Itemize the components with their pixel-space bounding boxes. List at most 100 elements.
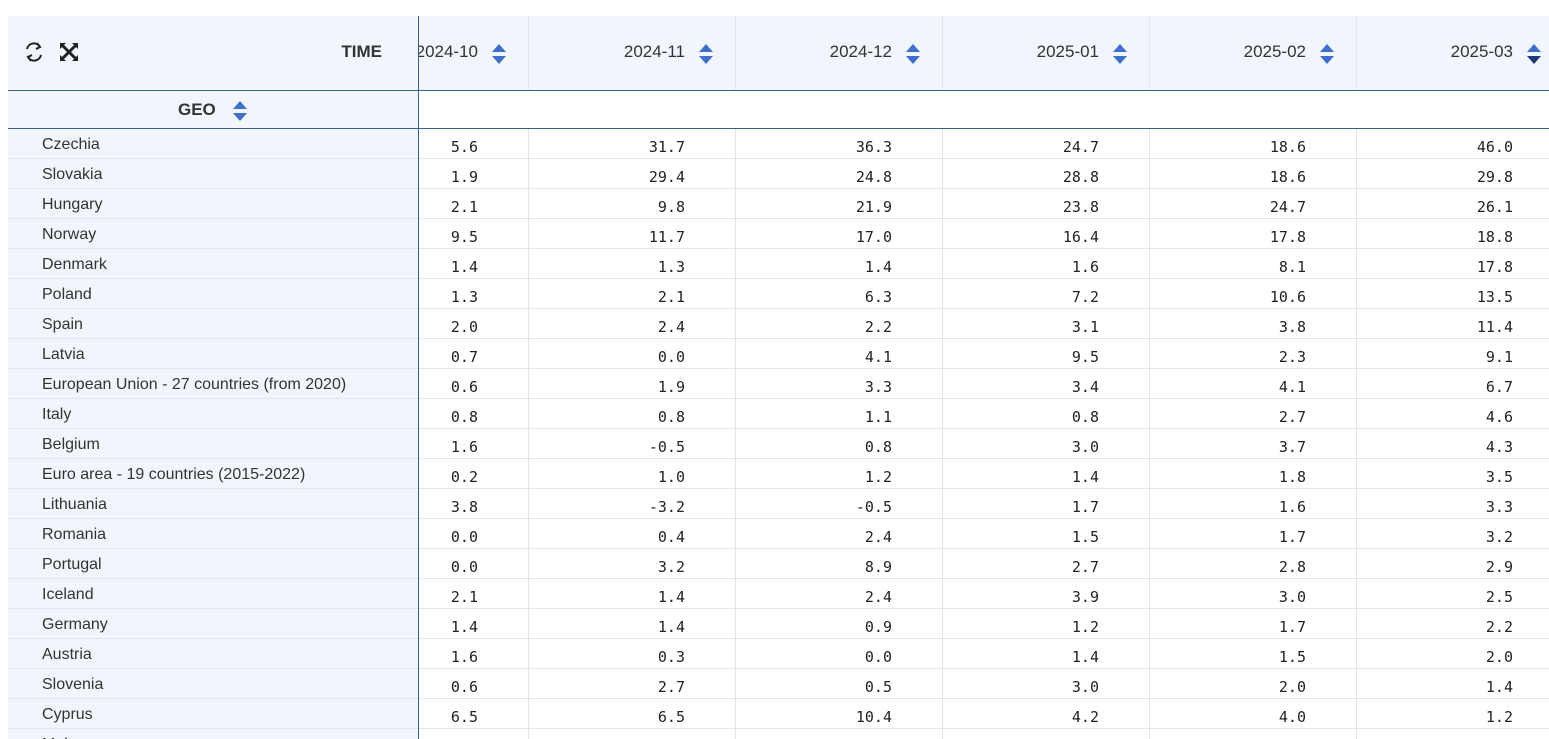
value-cell: 1.4 bbox=[529, 579, 736, 609]
cell-value: 8.1 bbox=[1278, 258, 1306, 276]
value-cell: 1.7 bbox=[1150, 609, 1357, 639]
value-cell: 3.9 bbox=[943, 579, 1150, 609]
value-cell: 3.8 bbox=[1150, 309, 1357, 339]
row-header-cell: Poland bbox=[8, 279, 418, 309]
value-cell: 6.5 bbox=[529, 699, 736, 729]
header-corner: TIME bbox=[8, 16, 418, 90]
row-header-cell: Slovakia bbox=[8, 159, 418, 189]
cell-value: -0.5 bbox=[648, 438, 685, 456]
table-row: Latvia 0.7 0.0 4.1 9.5 2.3 9.1 bbox=[8, 339, 1549, 369]
row-header-cell: Norway bbox=[8, 219, 418, 249]
row-header-cell: Czechia bbox=[8, 129, 418, 159]
table-row: Norway 9.5 11.7 17.0 16.4 17.8 18.8 bbox=[8, 219, 1549, 249]
row-values: 0.6 1.9 3.3 3.4 4.1 6.7 bbox=[418, 369, 1549, 399]
cell-value: 1.4 bbox=[1485, 678, 1513, 696]
sort-icon[interactable] bbox=[1526, 43, 1542, 65]
cell-value: 3.0 bbox=[1278, 588, 1306, 606]
row-values: 1.6 -0.5 0.8 3.0 3.7 4.3 bbox=[418, 429, 1549, 459]
cell-value: 4.1 bbox=[1278, 378, 1306, 396]
row-header-cell: Austria bbox=[8, 639, 418, 669]
value-cell: 3.2 bbox=[1357, 519, 1549, 549]
value-cell: 2.9 bbox=[1357, 549, 1549, 579]
value-cell: 0.6 bbox=[418, 369, 529, 399]
cell-value: 29.4 bbox=[648, 168, 685, 186]
geo-sort-icon[interactable] bbox=[232, 100, 248, 122]
row-values: 0.8 0.8 1.1 0.8 2.7 4.6 bbox=[418, 399, 1549, 429]
column-header-2025-03: 2025-03 bbox=[1357, 16, 1549, 90]
table-row: Iceland 2.1 1.4 2.4 3.9 3.0 2.5 bbox=[8, 579, 1549, 609]
cell-value: 2.4 bbox=[864, 528, 892, 546]
value-cell: 7.2 bbox=[943, 279, 1150, 309]
table-body: Czechia 5.6 31.7 36.3 24.7 18.6 46.0 Slovakia 1.… bbox=[8, 129, 1549, 739]
value-cell: 2.4 bbox=[736, 579, 943, 609]
cell-value: 0.6 bbox=[450, 378, 478, 396]
cell-value: 1.6 bbox=[1071, 258, 1099, 276]
value-cell: 0.5 bbox=[736, 669, 943, 699]
value-cell: 11.7 bbox=[529, 219, 736, 249]
geo-name: Lithuania bbox=[42, 496, 107, 513]
geo-header-row: GEO bbox=[8, 91, 1549, 129]
cell-value: 0.0 bbox=[450, 528, 478, 546]
value-cell: 21.9 bbox=[736, 189, 943, 219]
value-cell: 18.6 bbox=[1150, 129, 1357, 159]
value-cell: 0.8 bbox=[943, 399, 1150, 429]
sort-icon[interactable] bbox=[1112, 43, 1128, 65]
cell-value: 1.4 bbox=[657, 588, 685, 606]
refresh-icon[interactable] bbox=[22, 40, 46, 64]
value-cell: 4.2 bbox=[943, 699, 1150, 729]
value-cell: 24.7 bbox=[1150, 189, 1357, 219]
value-cell: 6.3 bbox=[736, 279, 943, 309]
sort-icon[interactable] bbox=[491, 43, 507, 65]
value-cell: 2.8 bbox=[1150, 549, 1357, 579]
cell-value: 0.9 bbox=[864, 618, 892, 636]
value-cell bbox=[529, 729, 736, 739]
cell-value: 17.8 bbox=[1269, 228, 1306, 246]
value-cell: 2.0 bbox=[1357, 639, 1549, 669]
value-cell bbox=[943, 729, 1150, 739]
fullscreen-icon[interactable] bbox=[57, 40, 81, 64]
column-header-label: 2025-03 bbox=[1450, 42, 1513, 61]
geo-name: Germany bbox=[42, 616, 108, 633]
row-values: 9.5 11.7 17.0 16.4 17.8 18.8 bbox=[418, 219, 1549, 249]
table-row: European Union - 27 countries (from 2020… bbox=[8, 369, 1549, 399]
row-values: 0.6 2.7 0.5 3.0 2.0 1.4 bbox=[418, 669, 1549, 699]
geo-name: Euro area - 19 countries (2015-2022) bbox=[42, 466, 306, 483]
value-cell: 2.7 bbox=[943, 549, 1150, 579]
value-cell: 3.4 bbox=[943, 369, 1150, 399]
value-cell: 2.2 bbox=[1357, 609, 1549, 639]
value-cell: 0.3 bbox=[529, 639, 736, 669]
cell-value: 2.0 bbox=[1485, 648, 1513, 666]
cell-value: 9.5 bbox=[450, 228, 478, 246]
table-row: Portugal 0.0 3.2 8.9 2.7 2.8 2.9 bbox=[8, 549, 1549, 579]
cell-value: 0.4 bbox=[657, 528, 685, 546]
cell-value: 2.2 bbox=[864, 318, 892, 336]
cell-value: 1.4 bbox=[1071, 468, 1099, 486]
cell-value: 1.3 bbox=[657, 258, 685, 276]
frozen-column-divider bbox=[418, 16, 419, 739]
cell-value: 1.7 bbox=[1278, 618, 1306, 636]
cell-value: 7.2 bbox=[1071, 288, 1099, 306]
value-cell: 2.1 bbox=[418, 189, 529, 219]
value-cell: 29.4 bbox=[529, 159, 736, 189]
value-cell: 18.6 bbox=[1150, 159, 1357, 189]
table-row: Poland 1.3 2.1 6.3 7.2 10.6 13.5 bbox=[8, 279, 1549, 309]
table-row: Romania 0.0 0.4 2.4 1.5 1.7 3.2 bbox=[8, 519, 1549, 549]
sort-icon[interactable] bbox=[698, 43, 714, 65]
cell-value: 3.9 bbox=[1071, 588, 1099, 606]
cell-value: 0.7 bbox=[450, 348, 478, 366]
geo-name: Malta bbox=[42, 736, 81, 739]
cell-value: 0.8 bbox=[450, 408, 478, 426]
value-cell: 1.9 bbox=[418, 159, 529, 189]
cell-value: 2.1 bbox=[657, 288, 685, 306]
sort-icon[interactable] bbox=[905, 43, 921, 65]
value-cell bbox=[1150, 729, 1357, 739]
cell-value: -0.5 bbox=[855, 498, 892, 516]
sort-icon[interactable] bbox=[1319, 43, 1335, 65]
geo-name: Slovakia bbox=[42, 166, 103, 183]
cell-value: 2.4 bbox=[864, 588, 892, 606]
value-cell: 2.0 bbox=[418, 309, 529, 339]
value-cell: 9.1 bbox=[1357, 339, 1549, 369]
value-cell: 1.4 bbox=[418, 249, 529, 279]
value-cell: 9.5 bbox=[943, 339, 1150, 369]
value-cell bbox=[736, 729, 943, 739]
